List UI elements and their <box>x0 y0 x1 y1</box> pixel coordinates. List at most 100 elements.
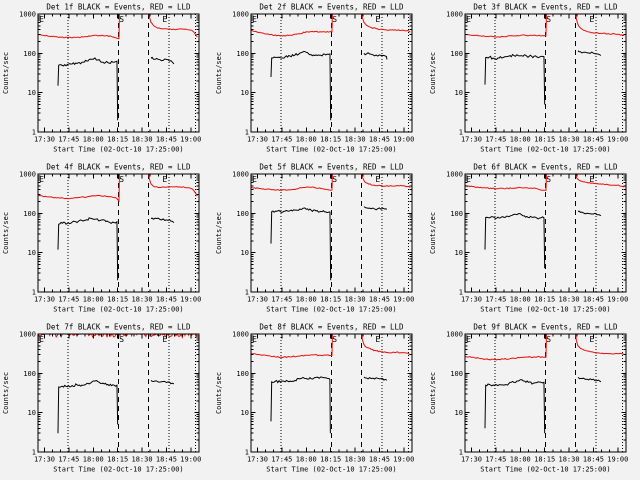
events-series <box>270 376 332 434</box>
flag-letter-s: S <box>119 175 124 184</box>
flag-letter-e: E <box>589 15 594 24</box>
y-tick-label: 10 <box>28 409 36 417</box>
y-tick-label: 1000 <box>446 170 463 178</box>
plot-axes-box <box>37 173 200 293</box>
y-tick-label: 10 <box>28 89 36 97</box>
axis-ticks <box>37 333 199 453</box>
x-tick-label: 19:00 <box>180 135 201 143</box>
flag-letter-e: E <box>466 335 471 344</box>
x-axis-label: Start Time (02-Oct-10 17:25:00) <box>480 305 610 313</box>
flag-letter-s: S <box>333 15 338 24</box>
x-tick-label: 18:45 <box>583 455 604 463</box>
x-tick-label: 18:45 <box>369 455 390 463</box>
lld-series <box>251 14 411 37</box>
x-tick-label: 18:45 <box>583 295 604 303</box>
axis-ticks <box>37 13 199 133</box>
events-series <box>57 217 119 281</box>
flag-letter-e: E <box>252 175 257 184</box>
x-tick-label: 19:00 <box>607 295 628 303</box>
events-series <box>150 380 175 385</box>
plot-axes-box <box>250 333 413 453</box>
events-series <box>270 207 332 281</box>
x-tick-label: 18:00 <box>296 135 317 143</box>
x-tick-label: 17:30 <box>247 455 268 463</box>
y-tick-label: 1 <box>458 288 462 296</box>
x-axis-label: Start Time (02-Oct-10 17:25:00) <box>53 145 183 153</box>
x-tick-label: 18:00 <box>296 295 317 303</box>
events-series <box>363 206 388 211</box>
x-axis-label: Start Time (02-Oct-10 17:25:00) <box>267 145 397 153</box>
y-tick-label: 1 <box>245 448 249 456</box>
y-axis-label: Counts/sec <box>215 212 223 254</box>
flag-letter-s: S <box>119 335 124 344</box>
plot-axes-box <box>464 13 627 133</box>
plot-axes-box <box>464 173 627 293</box>
x-tick-label: 18:45 <box>369 295 390 303</box>
events-series <box>150 56 175 65</box>
x-tick-label: 18:00 <box>83 455 104 463</box>
flag-letter-e: E <box>589 335 594 344</box>
events-series <box>270 50 332 121</box>
flag-letter-e: E <box>466 15 471 24</box>
x-tick-label: 18:15 <box>320 295 341 303</box>
x-tick-label: 18:00 <box>83 135 104 143</box>
x-tick-label: 19:00 <box>607 135 628 143</box>
x-tick-label: 17:45 <box>485 295 506 303</box>
x-tick-label: 17:30 <box>461 295 482 303</box>
x-tick-label: 18:30 <box>558 455 579 463</box>
x-tick-label: 17:30 <box>247 135 268 143</box>
y-tick-label: 1000 <box>19 170 36 178</box>
detector-plot-4: E S E 1 10 100 1000 17:30 17:45 18:00 18:15 18:30 18… <box>2 162 201 313</box>
plot-title: Det 9f BLACK = Events, RED = LLD <box>473 322 618 331</box>
plot-axes-box <box>464 333 627 453</box>
x-tick-label: 18:15 <box>534 455 555 463</box>
x-tick-label: 17:30 <box>461 135 482 143</box>
flag-letter-e: E <box>376 15 381 24</box>
flag-letter-e: E <box>376 335 381 344</box>
flag-letter-s: S <box>119 15 124 24</box>
plot-title: Det 3f BLACK = Events, RED = LLD <box>473 2 618 11</box>
x-tick-label: 17:45 <box>58 455 79 463</box>
x-tick-label: 17:45 <box>58 135 79 143</box>
x-tick-label: 18:15 <box>534 135 555 143</box>
axis-ticks <box>37 173 199 293</box>
x-tick-label: 17:30 <box>461 455 482 463</box>
y-axis-label: Counts/sec <box>2 52 10 94</box>
y-tick-label: 1 <box>32 128 36 136</box>
plot-axes-box <box>250 13 413 133</box>
y-tick-label: 100 <box>237 50 250 58</box>
plot-title: Det 4f BLACK = Events, RED = LLD <box>46 162 191 171</box>
lld-series <box>251 174 411 192</box>
y-tick-label: 1000 <box>19 330 36 338</box>
flag-letter-e: E <box>39 175 44 184</box>
y-tick-label: 1000 <box>232 330 249 338</box>
x-tick-label: 17:30 <box>34 135 55 143</box>
y-tick-label: 100 <box>23 50 36 58</box>
plot-axes-box <box>37 333 200 453</box>
x-tick-label: 19:00 <box>180 455 201 463</box>
detector-plot-7: E S E 1 10 100 1000 17:30 17:45 18:00 18:15 18:30 18… <box>2 322 201 473</box>
y-tick-label: 10 <box>454 89 462 97</box>
x-tick-label: 17:45 <box>272 295 293 303</box>
y-tick-label: 1000 <box>232 10 249 18</box>
y-tick-label: 10 <box>454 409 462 417</box>
flag-letter-e: E <box>252 335 257 344</box>
lld-series <box>37 14 198 40</box>
x-axis-label: Start Time (02-Oct-10 17:25:00) <box>267 305 397 313</box>
y-tick-label: 10 <box>241 409 249 417</box>
x-tick-label: 19:00 <box>394 135 415 143</box>
x-tick-label: 19:00 <box>394 455 415 463</box>
y-tick-label: 1 <box>458 128 462 136</box>
x-tick-label: 18:15 <box>320 455 341 463</box>
events-series <box>364 376 388 381</box>
x-tick-label: 18:45 <box>583 135 604 143</box>
detector-plot-1: E S E 1 10 100 1000 17:30 17:45 18:00 18:15 18:30 18… <box>2 2 201 153</box>
y-tick-label: 100 <box>450 50 463 58</box>
events-series <box>363 52 388 60</box>
flag-letter-e: E <box>39 335 44 344</box>
lld-series <box>464 334 625 361</box>
y-tick-label: 1000 <box>232 170 249 178</box>
x-axis-label: Start Time (02-Oct-10 17:25:00) <box>480 145 610 153</box>
detector-plot-6: E S E 1 10 100 1000 17:30 17:45 18:00 18:15 18:30 18… <box>429 162 628 313</box>
